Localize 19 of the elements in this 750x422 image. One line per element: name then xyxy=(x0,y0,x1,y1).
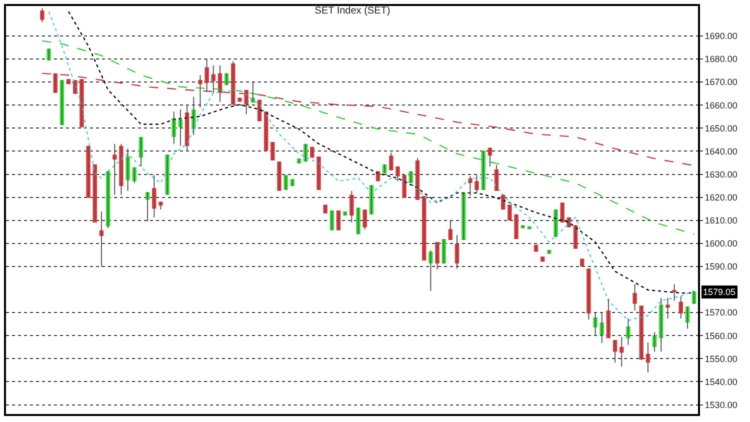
y-tick-label: 1570.00 xyxy=(704,308,738,318)
y-tick-label: 1610.00 xyxy=(704,216,738,226)
y-tick-label: 1600.00 xyxy=(704,238,738,249)
y-tick-label: 1640.00 xyxy=(704,146,738,156)
y-tick-label: 1650.00 xyxy=(704,123,738,134)
y-tick-label: 1690.00 xyxy=(704,31,738,42)
chart-title: SET Index (SET) xyxy=(314,5,390,16)
y-tick-label: 1540.00 xyxy=(704,376,738,387)
y-tick-label: 1530.00 xyxy=(704,400,738,410)
y-tick-label: 1670.00 xyxy=(704,77,738,88)
y-tick-label: 1550.00 xyxy=(704,354,738,364)
y-tick-label: 1660.00 xyxy=(704,100,738,110)
y-tick-label: 1630.00 xyxy=(704,169,738,180)
y-tick-label: 1590.00 xyxy=(704,262,738,272)
text: 1579.05 xyxy=(703,287,736,297)
y-tick-label: 1620.00 xyxy=(704,192,738,202)
line-series xyxy=(42,40,695,235)
y-tick-label: 1680.00 xyxy=(704,54,738,64)
y-tick-label: 1560.00 xyxy=(704,330,738,341)
